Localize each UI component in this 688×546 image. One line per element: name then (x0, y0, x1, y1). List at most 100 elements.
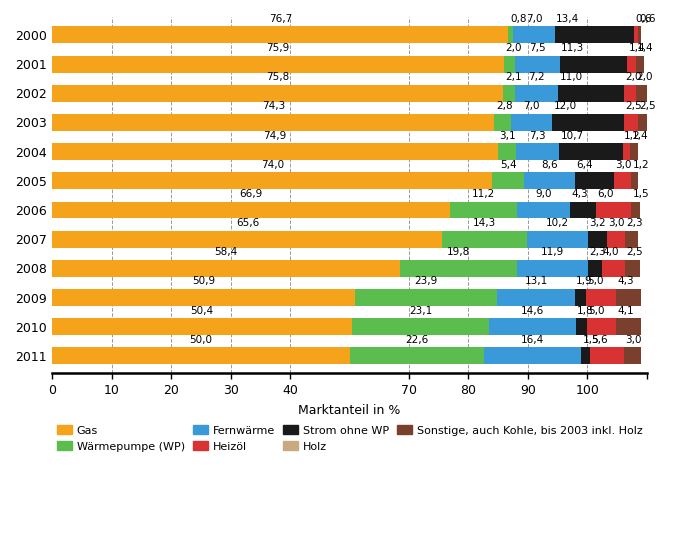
Bar (52, 231, 442, 248)
Bar (616, 289, 641, 306)
Text: 74,0: 74,0 (261, 160, 284, 170)
Text: 23,9: 23,9 (414, 276, 438, 287)
Text: 1,9: 1,9 (576, 276, 592, 287)
Bar (570, 201, 596, 218)
Bar (503, 85, 515, 102)
Bar (623, 347, 641, 364)
Bar (52, 85, 503, 102)
Bar (588, 260, 601, 277)
Bar (497, 289, 575, 306)
Text: 1,8: 1,8 (577, 306, 594, 316)
Text: 3,0: 3,0 (608, 218, 625, 228)
Bar (52, 201, 450, 218)
Text: 4,3: 4,3 (571, 189, 588, 199)
Text: 14,3: 14,3 (473, 218, 497, 228)
Bar (515, 56, 560, 73)
Bar (581, 347, 590, 364)
Bar (625, 231, 638, 248)
Bar (350, 347, 484, 364)
Bar (625, 260, 641, 277)
Bar (586, 289, 616, 306)
Bar (630, 143, 638, 160)
Bar (516, 143, 559, 160)
Bar (555, 26, 634, 43)
Text: 11,0: 11,0 (559, 72, 583, 82)
Text: 3,2: 3,2 (589, 218, 605, 228)
Bar (513, 26, 555, 43)
Text: Marktanteil in %: Marktanteil in % (299, 404, 401, 417)
Text: 2,5: 2,5 (627, 247, 643, 257)
Bar (560, 56, 627, 73)
Text: 11,9: 11,9 (541, 247, 564, 257)
Text: 7,0: 7,0 (524, 102, 540, 111)
Bar (632, 201, 641, 218)
Text: 1,4: 1,4 (628, 43, 645, 53)
Bar (52, 143, 497, 160)
Bar (601, 260, 625, 277)
Bar (489, 318, 576, 335)
Text: 2,5: 2,5 (625, 102, 641, 111)
Bar (576, 318, 587, 335)
Text: 4,1: 4,1 (618, 306, 634, 316)
Bar (558, 85, 623, 102)
Text: 0,6: 0,6 (636, 14, 652, 24)
Text: 2,1: 2,1 (505, 72, 522, 82)
Bar (515, 85, 558, 102)
Text: 75,9: 75,9 (266, 43, 290, 53)
Bar (494, 114, 510, 131)
Bar (52, 260, 400, 277)
Legend: Gas, Wärmepumpe (WP), Fernwärme, Heizöl, Strom ohne WP, Holz, Sonstige, auch Koh: Gas, Wärmepumpe (WP), Fernwärme, Heizöl,… (57, 425, 643, 452)
Bar (614, 173, 632, 189)
Text: 1,4: 1,4 (632, 130, 648, 140)
Text: 65,6: 65,6 (236, 218, 259, 228)
Bar (504, 56, 515, 73)
Text: 23,1: 23,1 (409, 306, 432, 316)
Bar (400, 260, 517, 277)
Text: 8,6: 8,6 (541, 160, 558, 170)
Text: 50,4: 50,4 (191, 306, 214, 316)
Bar (52, 347, 350, 364)
Text: 7,3: 7,3 (530, 130, 546, 140)
Text: 2,3: 2,3 (589, 247, 605, 257)
Bar (552, 114, 623, 131)
Bar (634, 26, 638, 43)
Bar (52, 26, 508, 43)
Bar (497, 143, 516, 160)
Text: 5,0: 5,0 (588, 306, 605, 316)
Bar (575, 173, 614, 189)
Text: 5,0: 5,0 (588, 276, 604, 287)
Text: 19,8: 19,8 (447, 247, 470, 257)
Bar (508, 26, 513, 43)
Text: 6,0: 6,0 (597, 189, 614, 199)
Bar (52, 318, 352, 335)
Text: 1,5: 1,5 (583, 335, 599, 345)
Bar (510, 114, 552, 131)
Bar (52, 56, 504, 73)
Text: 2,0: 2,0 (625, 72, 641, 82)
Text: 3,0: 3,0 (614, 160, 631, 170)
Text: 66,9: 66,9 (239, 189, 263, 199)
Bar (588, 231, 607, 248)
Text: 3,1: 3,1 (499, 130, 516, 140)
Text: 5,4: 5,4 (500, 160, 517, 170)
Text: 74,9: 74,9 (264, 130, 287, 140)
Bar (52, 114, 494, 131)
Bar (627, 56, 636, 73)
Text: 16,4: 16,4 (521, 335, 544, 345)
Bar (52, 173, 493, 189)
Text: 5,6: 5,6 (592, 335, 608, 345)
Text: 7,2: 7,2 (528, 72, 545, 82)
Bar (590, 347, 623, 364)
Bar (442, 231, 527, 248)
Text: 0,8: 0,8 (510, 14, 526, 24)
Bar (636, 56, 644, 73)
Text: 50,0: 50,0 (189, 335, 213, 345)
Bar (638, 26, 641, 43)
Text: 7,5: 7,5 (530, 43, 546, 53)
Text: 11,2: 11,2 (472, 189, 495, 199)
Bar (632, 173, 638, 189)
Bar (484, 347, 581, 364)
Text: 22,6: 22,6 (405, 335, 429, 345)
Text: 1,2: 1,2 (632, 160, 649, 170)
Bar (524, 173, 575, 189)
